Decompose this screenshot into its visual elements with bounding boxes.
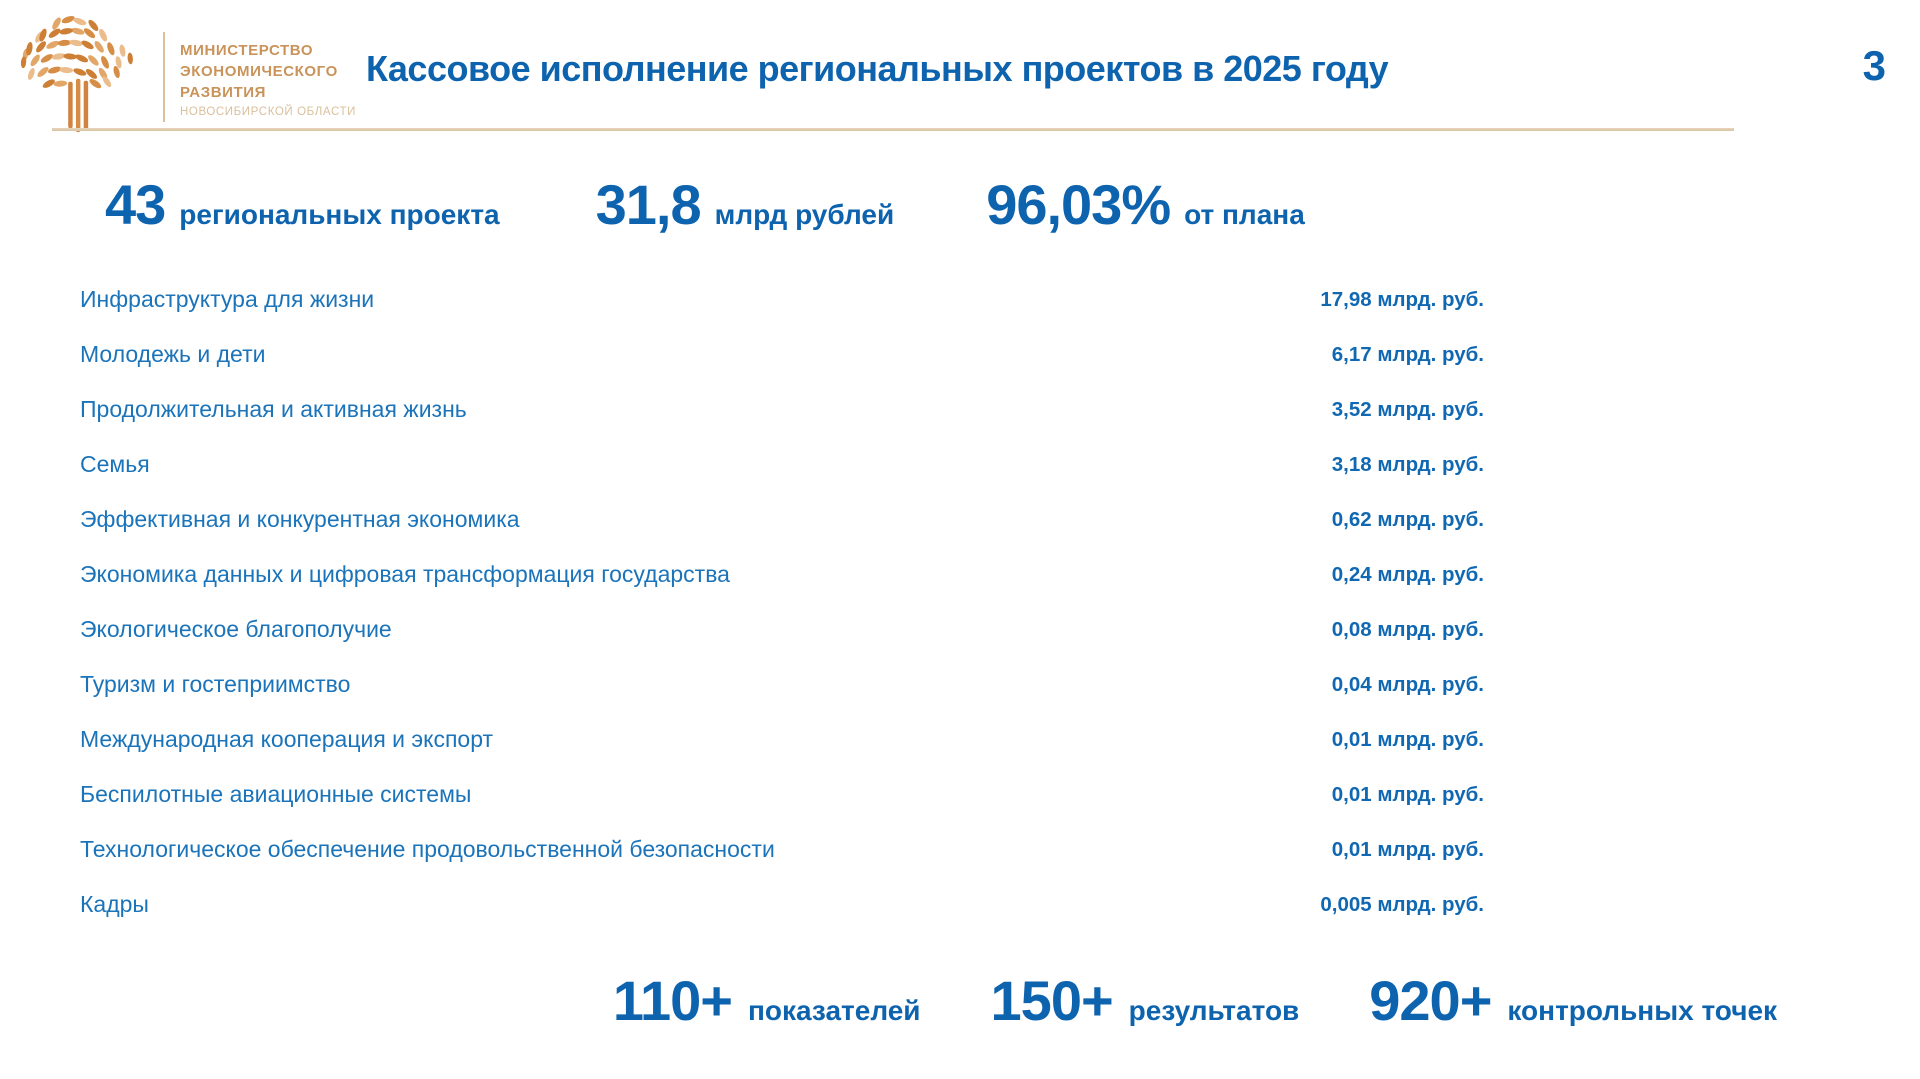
project-row: Семья 3,18 млрд. руб. [80, 437, 1484, 492]
stat-value: 31,8 [595, 173, 702, 236]
project-label: Туризм и гостеприимство [80, 671, 351, 697]
project-value: 0,04 млрд. руб. [1331, 672, 1484, 696]
project-row: Кадры 0,005 млрд. руб. [80, 877, 1484, 932]
project-value: 0,005 млрд. руб. [1320, 892, 1484, 916]
project-value: 0,62 млрд. руб. [1331, 507, 1484, 531]
page-number: 3 [1862, 42, 1886, 89]
top-stats: 43 региональных проекта 31,8 млрд рублей… [105, 172, 1505, 237]
project-value: 0,01 млрд. руб. [1331, 727, 1484, 751]
logo-divider [163, 32, 165, 122]
project-label: Продолжительная и активная жизнь [80, 396, 467, 422]
stat-checkpoints: 920+ контрольных точек [1369, 968, 1777, 1033]
project-row: Международная кооперация и экспорт 0,01 … [80, 712, 1484, 767]
ministry-region: НОВОСИБИРСКОЙ ОБЛАСТИ [180, 106, 356, 118]
project-value: 17,98 млрд. руб. [1320, 287, 1484, 311]
stat-value: 43 [105, 173, 166, 236]
stat-label: результатов [1128, 995, 1300, 1026]
project-value: 0,24 млрд. руб. [1331, 562, 1484, 586]
stat-plan-percent: 96,03% от плана [986, 172, 1305, 237]
stat-label: показателей [747, 995, 921, 1026]
bottom-stats: 110+ показателей 150+ результатов 920+ к… [0, 968, 1920, 1033]
project-value: 0,08 млрд. руб. [1331, 617, 1484, 641]
project-value: 6,17 млрд. руб. [1331, 342, 1484, 366]
project-row: Эффективная и конкурентная экономика 0,6… [80, 492, 1484, 547]
projects-list: Инфраструктура для жизни 17,98 млрд. руб… [80, 272, 1484, 932]
project-label: Молодежь и дети [80, 341, 266, 367]
project-label: Семья [80, 451, 150, 477]
project-row: Продолжительная и активная жизнь 3,52 мл… [80, 382, 1484, 437]
stat-label: млрд рублей [714, 199, 895, 230]
ministry-name-line: ЭКОНОМИЧЕСКОГО [180, 63, 338, 80]
project-value: 3,52 млрд. руб. [1331, 397, 1484, 421]
ministry-name: МИНИСТЕРСТВО ЭКОНОМИЧЕСКОГО РАЗВИТИЯ НОВ… [180, 40, 410, 118]
project-label: Экономика данных и цифровая трансформаци… [80, 561, 730, 587]
stat-value: 96,03% [986, 173, 1171, 236]
project-value: 3,18 млрд. руб. [1331, 452, 1484, 476]
stat-label: от плана [1184, 199, 1305, 230]
stat-label: региональных проекта [179, 199, 500, 230]
stat-label: контрольных точек [1507, 995, 1778, 1026]
stat-total-budget: 31,8 млрд рублей [596, 172, 895, 237]
stat-value: 110+ [612, 969, 733, 1032]
project-label: Международная кооперация и экспорт [80, 726, 494, 752]
page-title: Кассовое исполнение региональных проекто… [366, 48, 1389, 89]
project-row: Экологическое благополучие 0,08 млрд. ру… [80, 602, 1484, 657]
project-label: Инфраструктура для жизни [80, 286, 375, 312]
project-label: Технологическое обеспечение продовольств… [80, 836, 775, 862]
project-value: 0,01 млрд. руб. [1331, 782, 1484, 806]
header-rule [52, 128, 1734, 131]
stat-indicators: 110+ показателей [613, 968, 921, 1033]
project-row: Беспилотные авиационные системы 0,01 млр… [80, 767, 1484, 822]
project-row: Экономика данных и цифровая трансформаци… [80, 547, 1484, 602]
project-label: Эффективная и конкурентная экономика [80, 506, 520, 532]
ministry-name-line: РАЗВИТИЯ [180, 84, 267, 101]
stat-results: 150+ результатов [991, 968, 1300, 1033]
project-row: Туризм и гостеприимство 0,04 млрд. руб. [80, 657, 1484, 712]
project-row: Технологическое обеспечение продовольств… [80, 822, 1484, 877]
project-value: 0,01 млрд. руб. [1331, 837, 1484, 861]
project-label: Экологическое благополучие [80, 616, 392, 642]
stat-projects-count: 43 региональных проекта [105, 172, 500, 237]
stat-value: 150+ [990, 969, 1114, 1032]
project-row: Молодежь и дети 6,17 млрд. руб. [80, 327, 1484, 382]
project-label: Кадры [80, 891, 149, 917]
tree-icon [20, 15, 133, 133]
stat-value: 920+ [1369, 969, 1492, 1032]
project-label: Беспилотные авиационные системы [80, 781, 472, 807]
ministry-name-line: МИНИСТЕРСТВО [180, 42, 314, 59]
project-row: Инфраструктура для жизни 17,98 млрд. руб… [80, 272, 1484, 327]
